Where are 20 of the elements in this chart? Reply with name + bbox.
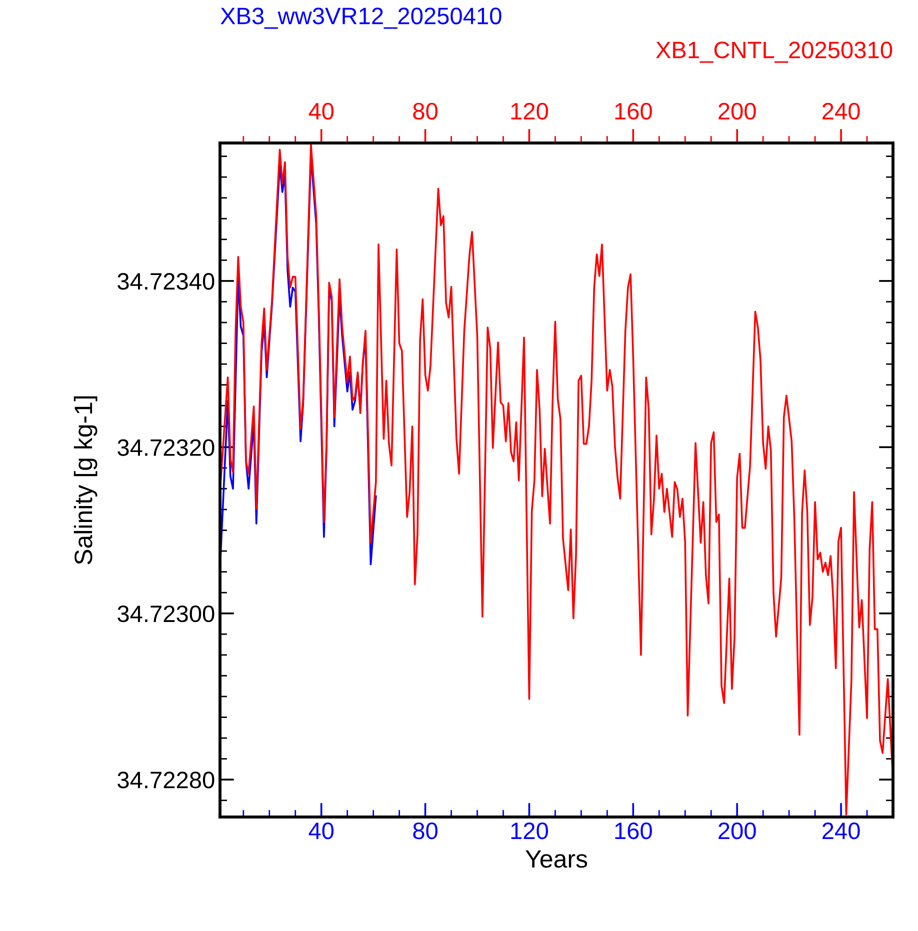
x2-tick-label: 120	[511, 102, 548, 120]
x-tick-label: 200	[718, 822, 756, 840]
y-axis-title: Salinity [g kg-1]	[74, 396, 98, 564]
x2-tick-label: 200	[718, 102, 756, 120]
y-tick-label: 34.72280	[118, 772, 214, 788]
x2-tick-label: 80	[413, 102, 438, 120]
x2-tick-label: 240	[822, 102, 860, 120]
text: XB3_ww3VR12_20250410	[220, 8, 502, 29]
x-tick-label: 120	[511, 822, 548, 840]
x-tick-label: 80	[413, 822, 438, 840]
y-tick-label: 34.72300	[118, 605, 214, 622]
text: XB1_CNTL_20250310	[656, 42, 892, 63]
x-tick-label: 40	[308, 822, 334, 840]
x2-tick-label: 160	[615, 102, 652, 120]
y-tick-label: 34.72320	[118, 439, 214, 456]
x-axis-title: Years	[526, 850, 588, 868]
x-tick-label: 160	[615, 822, 652, 840]
x-tick-label: 240	[822, 822, 860, 840]
x2-tick-label: 40	[308, 102, 334, 120]
y-tick-label: 34.72340	[118, 273, 214, 290]
